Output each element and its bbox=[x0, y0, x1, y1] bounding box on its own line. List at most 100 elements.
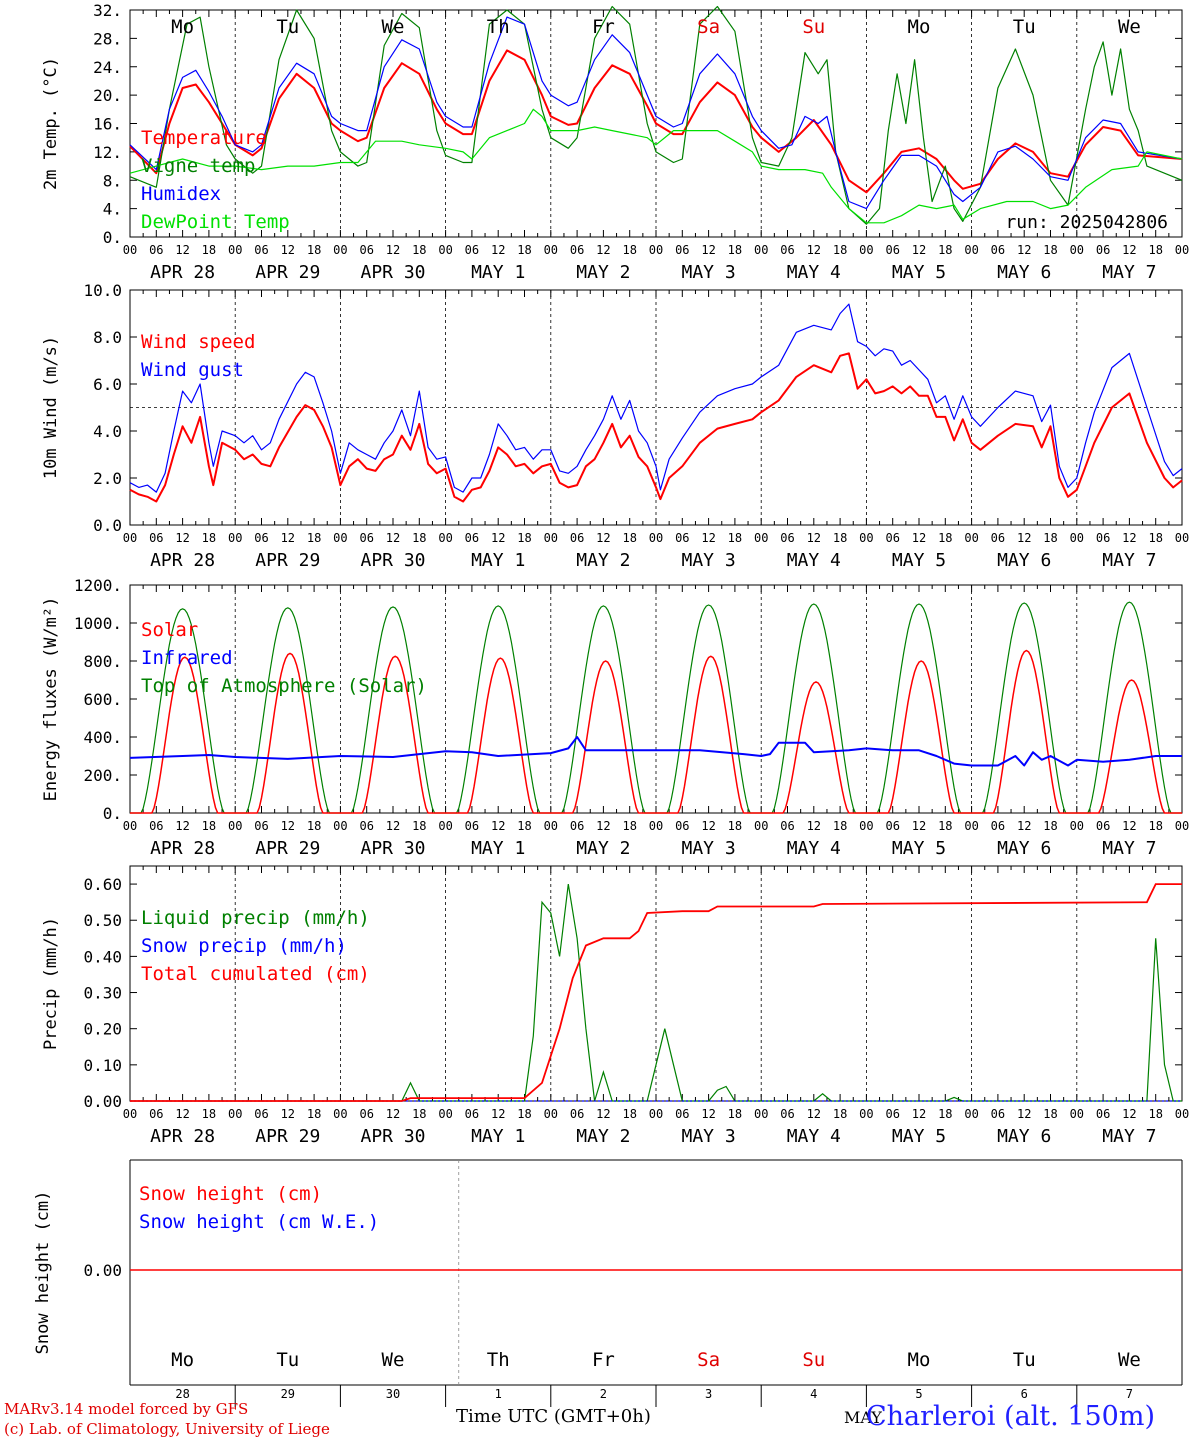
hour-tick-label: 18 bbox=[412, 243, 426, 257]
hour-tick-label: 12 bbox=[912, 1107, 926, 1121]
date-label: APR 30 bbox=[360, 1126, 425, 1147]
hour-tick-label: 06 bbox=[359, 1107, 373, 1121]
date-label: MAY 4 bbox=[787, 838, 841, 859]
hour-tick-label: 06 bbox=[465, 1107, 479, 1121]
hour-tick-label: 12 bbox=[386, 243, 400, 257]
day-number-label: 6 bbox=[1021, 1387, 1028, 1401]
hour-tick-label: 00 bbox=[1175, 243, 1189, 257]
hour-tick-label: 06 bbox=[359, 531, 373, 545]
hour-tick-label: 06 bbox=[570, 819, 584, 833]
weekday-label: Th bbox=[487, 16, 510, 38]
hour-tick-label: 12 bbox=[491, 243, 505, 257]
hour-tick-label: 00 bbox=[859, 531, 873, 545]
hour-tick-label: 18 bbox=[412, 1107, 426, 1121]
y-tick-label: 0.60 bbox=[83, 875, 122, 894]
hour-tick-label: 00 bbox=[649, 243, 663, 257]
x-axis-label: Time UTC (GMT+0h) bbox=[456, 1406, 651, 1427]
y-axis-label: Precip (mm/h) bbox=[41, 917, 61, 1050]
hour-tick-label: 12 bbox=[491, 1107, 505, 1121]
hour-tick-label: 06 bbox=[885, 1107, 899, 1121]
hour-tick-label: 00 bbox=[649, 1107, 663, 1121]
legend-entry: Vigne temp bbox=[141, 155, 255, 177]
weekday-label: We bbox=[382, 1349, 405, 1371]
hour-tick-label: 18 bbox=[833, 243, 847, 257]
date-label: MAY 5 bbox=[892, 1126, 946, 1147]
hour-tick-label: 00 bbox=[544, 531, 558, 545]
y-tick-label: 400. bbox=[83, 728, 122, 747]
hour-tick-label: 12 bbox=[596, 531, 610, 545]
hour-tick-label: 06 bbox=[149, 531, 163, 545]
hour-tick-label: 06 bbox=[254, 1107, 268, 1121]
hour-tick-label: 00 bbox=[228, 243, 242, 257]
legend-entry: Snow height (cm W.E.) bbox=[139, 1211, 379, 1233]
series-line-temperature bbox=[129, 49, 1183, 194]
hour-tick-label: 00 bbox=[1070, 819, 1084, 833]
series-line-humidex bbox=[129, 16, 1183, 210]
date-label: MAY 6 bbox=[997, 1126, 1051, 1147]
hour-tick-label: 12 bbox=[281, 531, 295, 545]
hour-tick-label: 18 bbox=[1043, 531, 1057, 545]
date-label: MAY 1 bbox=[471, 1126, 525, 1147]
series-line-liquid-precip-mm-h- bbox=[130, 884, 1182, 1102]
date-label: MAY 3 bbox=[682, 838, 736, 859]
date-label: MAY 2 bbox=[576, 262, 630, 283]
hour-tick-label: 18 bbox=[202, 531, 216, 545]
hour-tick-label: 06 bbox=[675, 1107, 689, 1121]
hour-tick-label: 12 bbox=[491, 819, 505, 833]
date-label: MAY 2 bbox=[576, 838, 630, 859]
y-tick-label: 0.10 bbox=[83, 1056, 122, 1075]
hour-tick-label: 06 bbox=[780, 243, 794, 257]
y-tick-label: 8.0 bbox=[93, 328, 122, 347]
hour-tick-label: 06 bbox=[675, 243, 689, 257]
hour-tick-label: 12 bbox=[807, 531, 821, 545]
hour-tick-label: 18 bbox=[1043, 243, 1057, 257]
hour-tick-label: 06 bbox=[885, 531, 899, 545]
y-tick-label: 32. bbox=[93, 1, 122, 20]
hour-tick-label: 06 bbox=[465, 531, 479, 545]
legend-entry: Wind speed bbox=[141, 331, 255, 353]
hour-tick-label: 00 bbox=[1070, 531, 1084, 545]
hour-tick-label: 12 bbox=[491, 531, 505, 545]
hour-tick-label: 18 bbox=[938, 243, 952, 257]
hour-tick-label: 06 bbox=[570, 1107, 584, 1121]
date-label: APR 28 bbox=[150, 838, 215, 859]
hour-tick-label: 18 bbox=[1148, 1107, 1162, 1121]
hour-tick-label: 06 bbox=[359, 819, 373, 833]
y-axis-label: Snow height (cm) bbox=[33, 1191, 53, 1355]
hour-tick-label: 18 bbox=[1148, 531, 1162, 545]
date-label: MAY 1 bbox=[471, 838, 525, 859]
date-label: MAY 3 bbox=[682, 262, 736, 283]
hour-tick-label: 18 bbox=[728, 1107, 742, 1121]
y-tick-label: 800. bbox=[83, 652, 122, 671]
weekday-label: Fr bbox=[592, 1349, 615, 1371]
hour-tick-label: 18 bbox=[202, 1107, 216, 1121]
hour-tick-label: 06 bbox=[885, 819, 899, 833]
hour-tick-label: 12 bbox=[701, 1107, 715, 1121]
y-tick-label: 0.30 bbox=[83, 984, 122, 1003]
hour-tick-label: 18 bbox=[728, 531, 742, 545]
day-number-label: 30 bbox=[386, 1387, 400, 1401]
hour-tick-label: 18 bbox=[517, 243, 531, 257]
lab-credit: (c) Lab. of Climatology, University of L… bbox=[4, 1420, 330, 1438]
hour-tick-label: 18 bbox=[728, 243, 742, 257]
y-tick-label: 16. bbox=[93, 115, 122, 134]
day-number-label: 4 bbox=[810, 1387, 817, 1401]
hour-tick-label: 18 bbox=[517, 531, 531, 545]
series-line-vigne-temp bbox=[129, 5, 1183, 225]
hour-tick-label: 00 bbox=[964, 243, 978, 257]
hour-tick-label: 00 bbox=[1175, 819, 1189, 833]
hour-tick-label: 00 bbox=[859, 243, 873, 257]
legend-entry: Snow precip (mm/h) bbox=[141, 935, 347, 957]
hour-tick-label: 12 bbox=[1122, 531, 1136, 545]
hour-tick-label: 00 bbox=[438, 243, 452, 257]
hour-tick-label: 18 bbox=[412, 531, 426, 545]
hour-tick-label: 12 bbox=[912, 531, 926, 545]
hour-tick-label: 18 bbox=[938, 531, 952, 545]
hour-tick-label: 00 bbox=[544, 819, 558, 833]
hour-tick-label: 12 bbox=[281, 819, 295, 833]
hour-tick-label: 06 bbox=[991, 531, 1005, 545]
date-label: APR 29 bbox=[255, 1126, 320, 1147]
day-number-label: 7 bbox=[1126, 1387, 1133, 1401]
